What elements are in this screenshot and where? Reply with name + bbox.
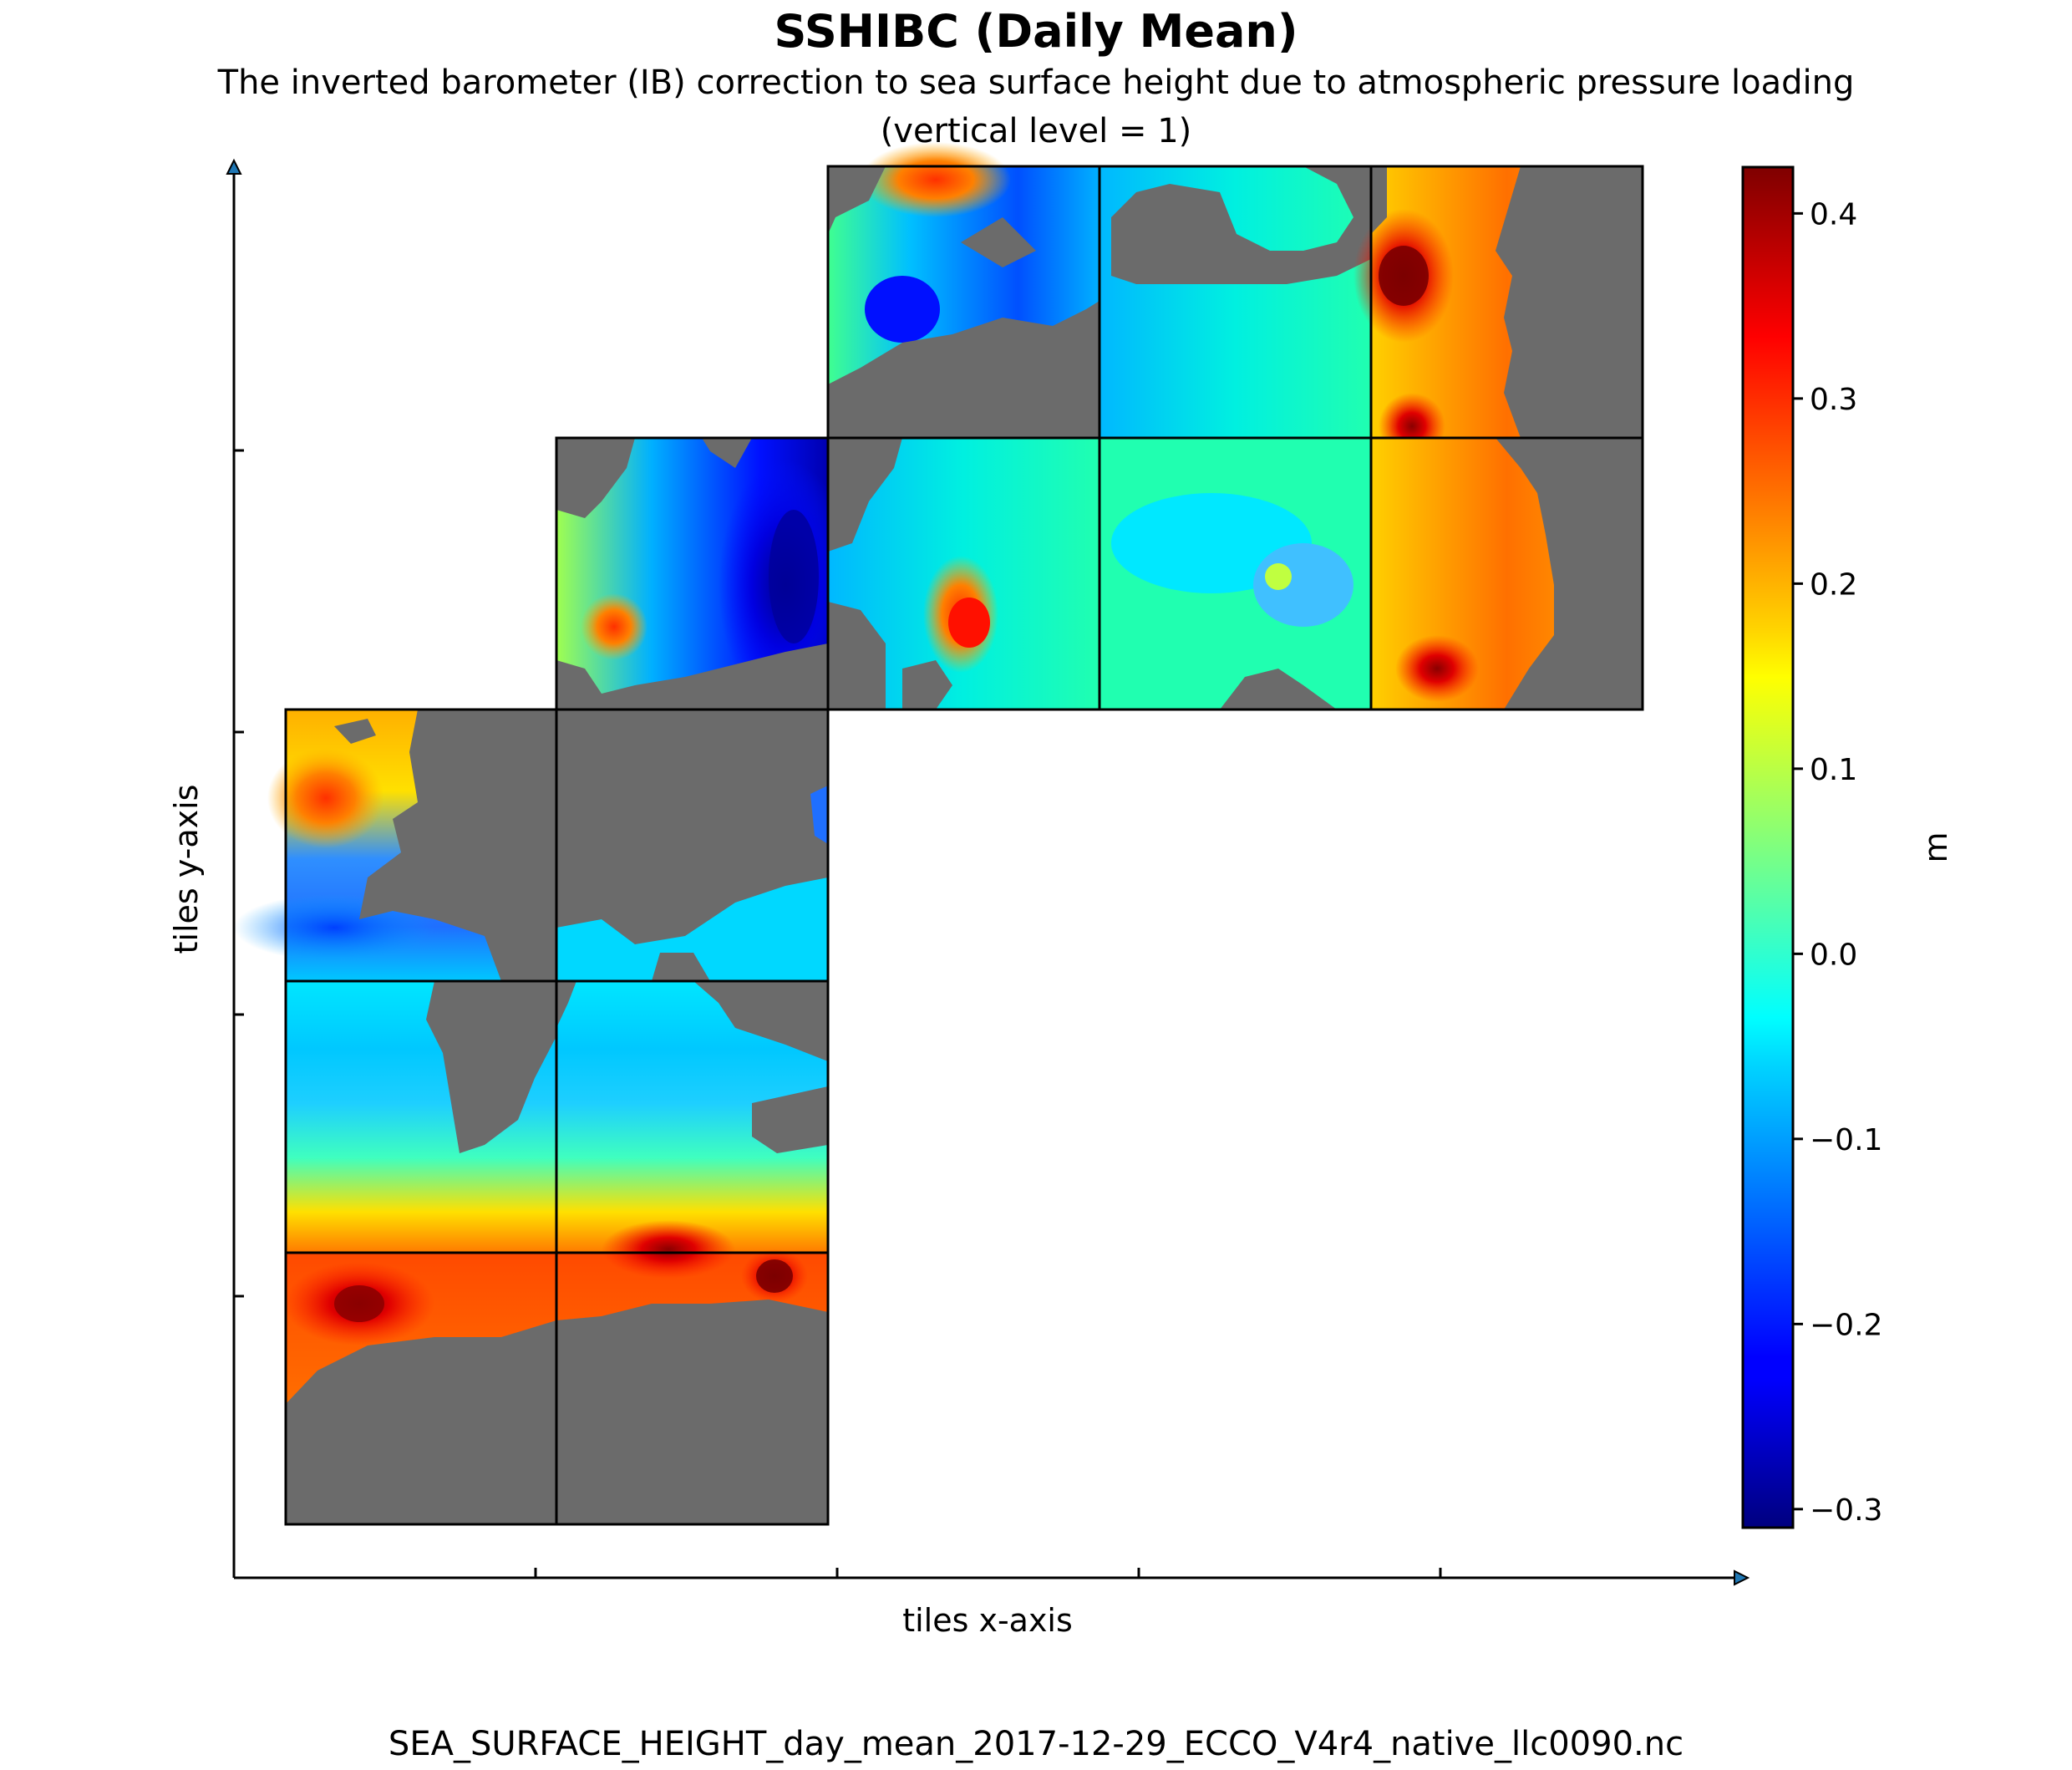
north-pacific-east-high-marker [1379, 246, 1429, 306]
x-axis-label: tiles x-axis [902, 1602, 1073, 1639]
tile-west-pacific [828, 438, 1099, 710]
tile-mosaic [234, 142, 1643, 1524]
tile-north-pacific-2 [1353, 166, 1643, 460]
colorbar-tick-label: −0.2 [1810, 1308, 1882, 1342]
colorbar-tick-label: 0.1 [1810, 753, 1857, 787]
tile-antarctic-west [284, 1253, 556, 1524]
tile-north-pacific-1 [1099, 166, 1371, 438]
chart-subtitle: The inverted barometer (IB) correction t… [217, 64, 1855, 102]
south-atlantic-high-marker [334, 1285, 384, 1322]
colorbar: 0.4 0.3 0.2 0.1 0.0 −0.1 −0.2 −0.3 m [1743, 167, 1954, 1528]
siberian-low-marker [769, 510, 819, 643]
colorbar-tick-label: 0.3 [1810, 383, 1857, 417]
colorbar-ticks: 0.4 0.3 0.2 0.1 0.0 −0.1 −0.2 −0.3 [1793, 197, 1882, 1527]
colorbar-tick-label: 0.2 [1810, 567, 1857, 602]
y-axis-label: tiles y-axis [168, 785, 205, 954]
tile-indian [556, 981, 828, 1253]
chart-title: SSHIBC (Daily Mean) [774, 5, 1298, 58]
south-indian-high-marker [756, 1259, 793, 1293]
y-axis-arrow [227, 160, 241, 174]
tile-atlantic-europe [234, 710, 556, 981]
x-axis-arrow [1734, 1571, 1748, 1584]
tile-south-atlantic [286, 981, 556, 1253]
colorbar-gradient [1743, 167, 1793, 1528]
x-ticks [536, 1568, 1440, 1578]
footer-filename: SEA_SURFACE_HEIGHT_day_mean_2017-12-29_E… [388, 1725, 1684, 1763]
colorbar-tick-label: −0.1 [1810, 1123, 1882, 1157]
y-ticks [234, 450, 244, 1296]
tile-east-pacific [1371, 438, 1643, 710]
tile-central-pacific [1099, 438, 1371, 710]
colorbar-label: m [1917, 832, 1954, 862]
colorbar-tick-label: 0.4 [1810, 197, 1857, 231]
colorbar-tick-label: −0.3 [1810, 1493, 1882, 1528]
tile-asia-north [556, 710, 828, 981]
tile-arctic [828, 142, 1099, 438]
colorbar-tick-label: 0.0 [1810, 938, 1857, 972]
